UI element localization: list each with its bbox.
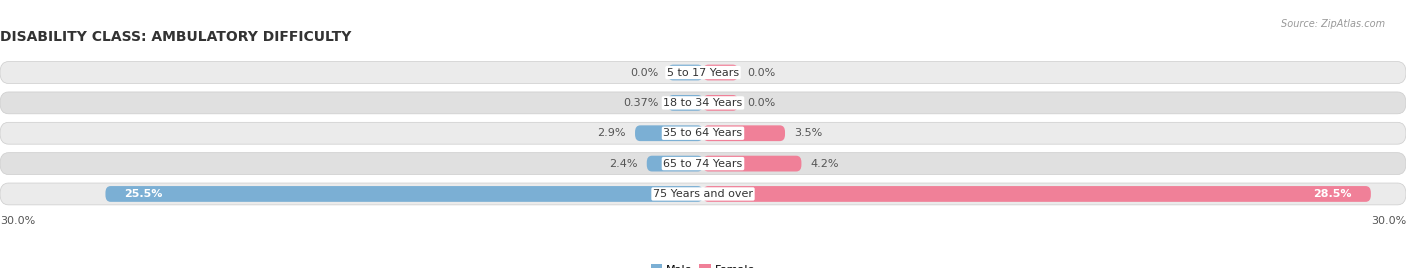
Text: 3.5%: 3.5% — [794, 128, 823, 138]
FancyBboxPatch shape — [703, 125, 785, 141]
Text: 0.0%: 0.0% — [630, 68, 658, 77]
Text: 18 to 34 Years: 18 to 34 Years — [664, 98, 742, 108]
FancyBboxPatch shape — [668, 65, 703, 80]
Text: DISABILITY CLASS: AMBULATORY DIFFICULTY: DISABILITY CLASS: AMBULATORY DIFFICULTY — [0, 30, 352, 44]
Text: 0.37%: 0.37% — [623, 98, 658, 108]
Text: 2.4%: 2.4% — [609, 159, 637, 169]
Text: 0.0%: 0.0% — [748, 98, 776, 108]
Text: 4.2%: 4.2% — [811, 159, 839, 169]
Text: 30.0%: 30.0% — [0, 216, 35, 226]
FancyBboxPatch shape — [668, 95, 703, 111]
Text: 2.9%: 2.9% — [598, 128, 626, 138]
FancyBboxPatch shape — [703, 95, 738, 111]
Text: 35 to 64 Years: 35 to 64 Years — [664, 128, 742, 138]
FancyBboxPatch shape — [0, 92, 1406, 114]
Text: 5 to 17 Years: 5 to 17 Years — [666, 68, 740, 77]
FancyBboxPatch shape — [703, 156, 801, 172]
FancyBboxPatch shape — [0, 62, 1406, 83]
FancyBboxPatch shape — [636, 125, 703, 141]
FancyBboxPatch shape — [0, 153, 1406, 174]
FancyBboxPatch shape — [703, 186, 1371, 202]
Text: 0.0%: 0.0% — [748, 68, 776, 77]
Text: 28.5%: 28.5% — [1313, 189, 1353, 199]
Text: 65 to 74 Years: 65 to 74 Years — [664, 159, 742, 169]
FancyBboxPatch shape — [647, 156, 703, 172]
Text: 75 Years and over: 75 Years and over — [652, 189, 754, 199]
Legend: Male, Female: Male, Female — [647, 260, 759, 268]
FancyBboxPatch shape — [0, 122, 1406, 144]
Text: Source: ZipAtlas.com: Source: ZipAtlas.com — [1281, 19, 1385, 29]
FancyBboxPatch shape — [703, 65, 738, 80]
Text: 25.5%: 25.5% — [124, 189, 163, 199]
FancyBboxPatch shape — [0, 183, 1406, 205]
Text: 30.0%: 30.0% — [1371, 216, 1406, 226]
FancyBboxPatch shape — [105, 186, 703, 202]
